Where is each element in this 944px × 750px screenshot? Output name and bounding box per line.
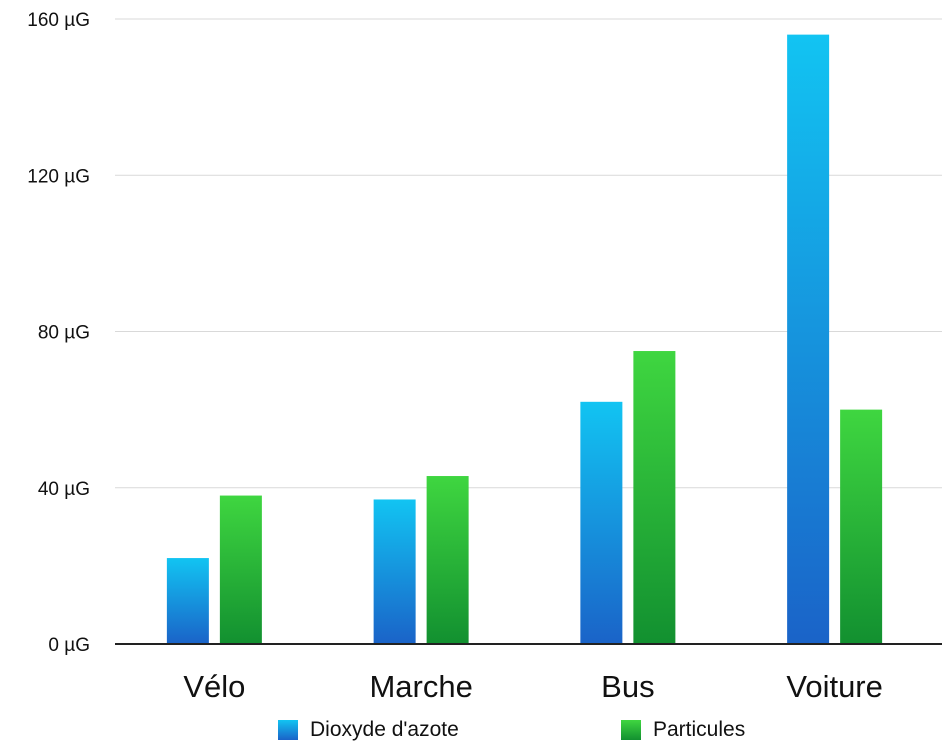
x-category-label: Voiture xyxy=(786,669,883,704)
bar-dioxyde xyxy=(787,34,830,644)
x-category-label: Bus xyxy=(601,669,654,704)
legend-item-particules: Particules xyxy=(621,718,745,742)
bar-particules xyxy=(426,476,469,644)
x-category-label: Vélo xyxy=(183,669,245,704)
y-tick-label: 40 µG xyxy=(38,479,90,500)
x-axis-categories: Vélo Marche Bus Voiture xyxy=(183,669,883,704)
y-tick-label: 160 µG xyxy=(27,10,90,31)
bars xyxy=(166,34,883,644)
y-tick-label: 80 µG xyxy=(38,323,90,344)
legend: Dioxyde d'azote Particules xyxy=(0,718,944,748)
bar-dioxyde xyxy=(373,499,416,644)
legend-item-dioxyde: Dioxyde d'azote xyxy=(278,718,459,742)
bar-dioxyde xyxy=(580,401,623,644)
y-tick-label: 0 µG xyxy=(48,635,90,656)
bar-particules xyxy=(840,409,883,644)
bar-particules xyxy=(219,495,262,644)
legend-swatch-dioxyde xyxy=(278,720,298,740)
y-axis-ticks: 0 µG 40 µG 80 µG 120 µG 160 µG xyxy=(27,10,90,656)
bar-particules xyxy=(633,351,676,644)
bar-dioxyde xyxy=(166,558,209,644)
legend-swatch-particules xyxy=(621,720,641,740)
y-tick-label: 120 µG xyxy=(27,166,90,187)
legend-label-particules: Particules xyxy=(653,718,746,741)
x-category-label: Marche xyxy=(369,669,472,704)
legend-label-dioxyde: Dioxyde d'azote xyxy=(310,718,459,741)
